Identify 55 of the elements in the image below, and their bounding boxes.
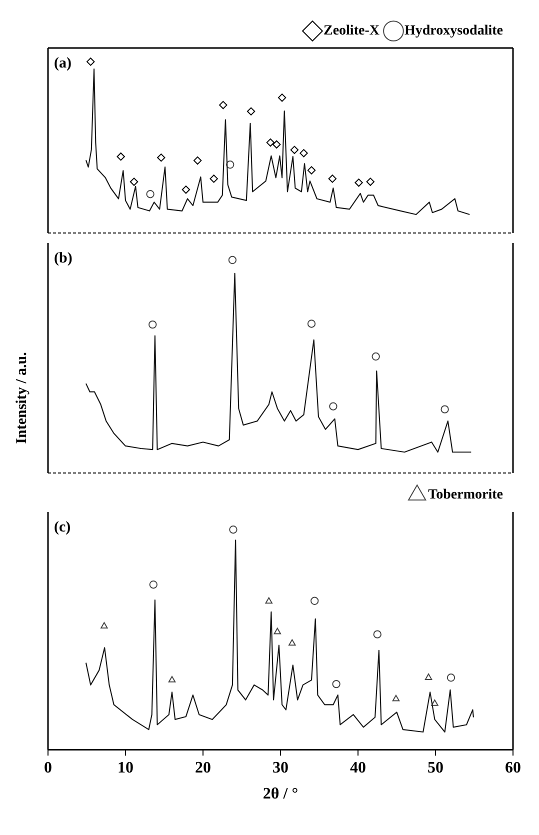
point (288, 639, 296, 646)
point (182, 186, 190, 194)
point (307, 166, 316, 174)
annotation: (b) (54, 250, 72, 266)
point (168, 676, 176, 682)
point (130, 178, 138, 186)
point (329, 402, 338, 410)
point (148, 320, 157, 329)
point (146, 190, 154, 198)
x-tick-label: 30 (272, 759, 288, 776)
x-tick-label: 50 (428, 759, 444, 776)
point (219, 100, 228, 110)
point (278, 94, 286, 102)
point (310, 596, 319, 605)
point (300, 149, 308, 158)
point (226, 160, 234, 169)
point (210, 174, 218, 183)
x-axis-title: 2θ / ° (262, 786, 298, 803)
annotation: (a) (54, 55, 72, 72)
legend-label: Hydroxysodalite (404, 24, 504, 39)
point (431, 700, 438, 706)
point (332, 680, 340, 688)
point (307, 320, 316, 328)
point (373, 630, 382, 638)
point (328, 174, 337, 183)
point (229, 526, 238, 534)
point (157, 154, 166, 162)
x-tick-label: 10 (118, 759, 134, 776)
x-tick-label: 0 (44, 759, 52, 776)
point (366, 178, 374, 186)
point (446, 674, 456, 682)
point (100, 622, 108, 628)
point (228, 256, 237, 264)
legend-label: Tobermorite (428, 488, 504, 503)
point (440, 405, 449, 414)
annotation: (c) (54, 519, 71, 536)
point (149, 580, 158, 589)
x-tick-label: 60 (505, 759, 521, 776)
point (265, 597, 272, 604)
y-axis-title: Intensity / a.u. (14, 352, 30, 444)
point (274, 628, 282, 634)
legend-label: Zeolite-X (323, 24, 380, 39)
point (272, 140, 281, 149)
point (290, 146, 299, 154)
point (392, 694, 400, 702)
point (116, 152, 125, 161)
point (266, 138, 275, 147)
x-tick-label: 20 (195, 759, 211, 776)
point (246, 107, 256, 116)
point (354, 178, 363, 187)
x-tick-label: 40 (350, 759, 366, 776)
point (424, 674, 432, 680)
point (193, 156, 202, 165)
point (86, 58, 95, 66)
point (372, 352, 380, 361)
